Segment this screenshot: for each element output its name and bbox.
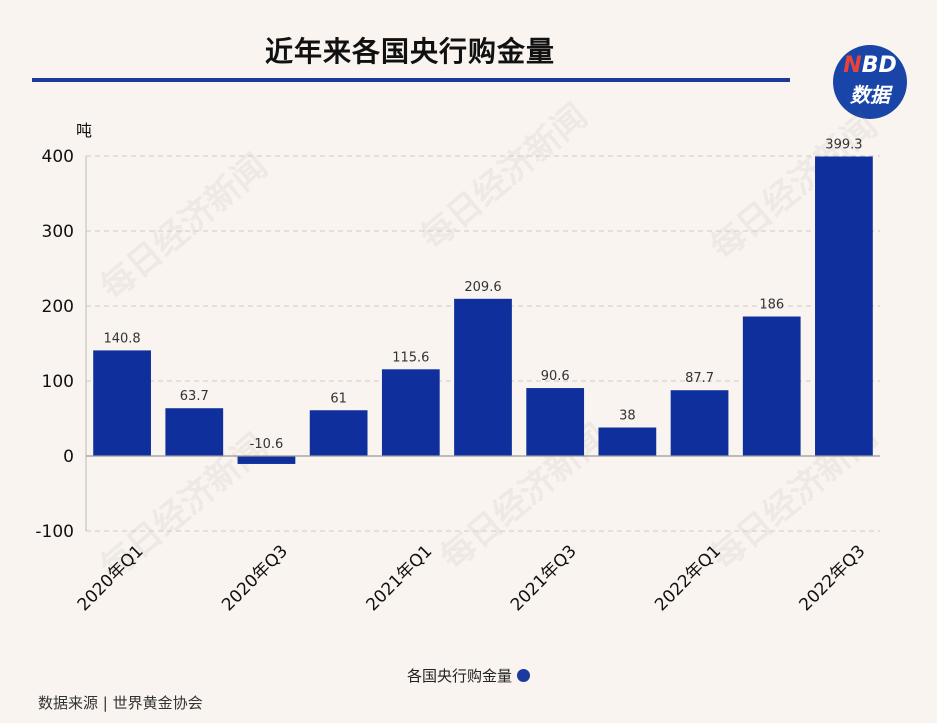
data-label: 87.7	[685, 371, 714, 386]
bar	[381, 369, 440, 456]
data-label: 140.8	[103, 331, 140, 346]
y-tick-label: 100	[42, 372, 74, 392]
bar-chart: -100 0 100 200 300 400 140.8 63.7 -10.6 61 115.6 20…	[35, 138, 880, 615]
bar	[742, 316, 801, 456]
data-source: 数据来源 | 世界黄金协会	[38, 694, 203, 712]
x-tick-label: 2021年Q1	[362, 541, 436, 615]
data-label: -10.6	[250, 437, 284, 452]
title-underline	[32, 78, 790, 82]
chart-title: 近年来各国央行购金量	[264, 35, 555, 68]
y-tick-label: -100	[35, 522, 74, 542]
data-label: 115.6	[392, 350, 429, 365]
bar	[309, 410, 368, 456]
bar	[815, 156, 873, 456]
x-tick-label: 2020年Q3	[218, 541, 292, 615]
x-tick-label: 2020年Q1	[74, 541, 148, 615]
legend-marker	[517, 669, 530, 682]
data-label: 61	[330, 391, 347, 406]
bar	[237, 456, 296, 464]
nbd-logo: NBD 数据	[833, 45, 907, 119]
data-label: 186	[759, 298, 784, 313]
x-tick-label: 2022年Q3	[796, 541, 870, 615]
logo-n: N	[843, 53, 862, 78]
y-tick-label: 0	[63, 447, 74, 467]
data-label: 63.7	[180, 389, 209, 404]
bar	[93, 350, 151, 456]
bar	[454, 298, 512, 456]
bar	[598, 427, 657, 456]
legend-label: 各国央行购金量	[406, 667, 512, 685]
y-tick-label: 200	[42, 297, 74, 317]
logo-text: 数据	[850, 83, 890, 107]
bar	[670, 390, 729, 456]
y-axis-unit: 吨	[76, 121, 93, 140]
legend: 各国央行购金量	[0, 665, 937, 686]
y-tick-label: 300	[42, 222, 74, 242]
x-tick-label: 2022年Q1	[651, 541, 725, 615]
data-label: 209.6	[464, 280, 501, 295]
bar	[526, 388, 585, 456]
data-label: 90.6	[541, 369, 570, 384]
data-label: 399.3	[825, 138, 862, 153]
y-tick-label: 400	[42, 147, 74, 167]
bar	[165, 408, 224, 456]
data-label: 38	[619, 409, 636, 424]
logo-bd: BD	[861, 53, 897, 78]
x-tick-label: 2021年Q3	[507, 541, 581, 615]
